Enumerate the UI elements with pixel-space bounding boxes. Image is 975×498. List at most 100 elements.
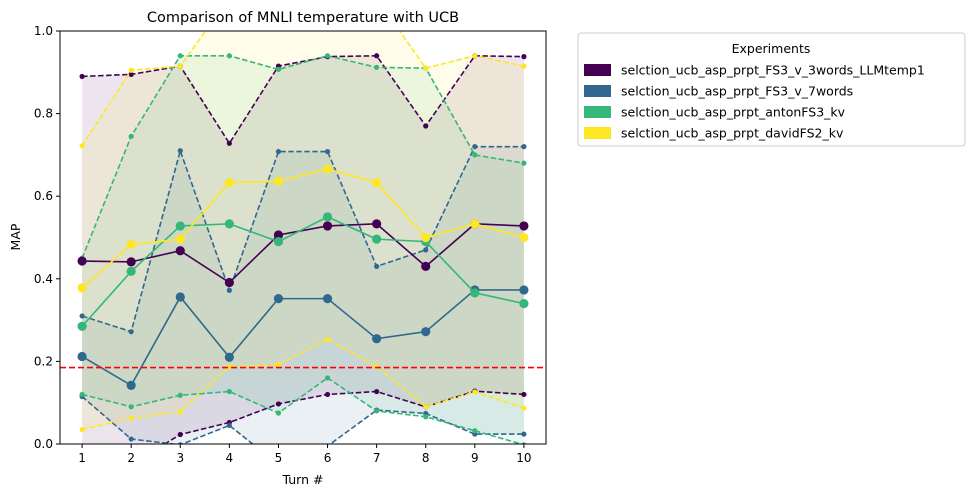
x-tick-label: 1: [78, 451, 86, 465]
x-tick-label: 5: [275, 451, 283, 465]
upper-bound-point: [79, 143, 85, 149]
upper-bound-point: [521, 63, 527, 69]
plot-frame: [59, 30, 547, 445]
y-tick-label: 0.4: [34, 272, 53, 286]
mean-point: [519, 221, 529, 231]
legend-label: selction_ucb_asp_prpt_davidFS2_kv: [621, 126, 844, 141]
mean-line-0: [82, 223, 524, 284]
upper-bound-point: [423, 123, 429, 129]
mean-point: [421, 327, 431, 337]
mean-point: [126, 266, 136, 276]
mean-point: [126, 257, 136, 267]
confidence-bands: [82, 31, 524, 444]
legend-swatch: [584, 85, 611, 97]
x-axis-label: Turn #: [282, 472, 324, 487]
upper-bound-line-0: [82, 54, 524, 145]
legend-items: selction_ucb_asp_prpt_FS3_v_3words_LLMte…: [584, 63, 925, 141]
lower-bound-line-3: [81, 338, 525, 431]
confidence-band-2: [82, 55, 524, 444]
upper-bound-point: [226, 53, 232, 59]
upper-bound-point: [79, 73, 85, 80]
upper-bound-point: [177, 63, 183, 69]
mean-point: [273, 176, 284, 186]
mean-point: [126, 239, 136, 250]
x-tick-label: 4: [226, 451, 234, 465]
x-tick-label: 8: [422, 451, 430, 465]
mean-line-3: [81, 168, 525, 289]
upper-bound-line-2: [81, 54, 525, 259]
lower-bound-point: [423, 414, 429, 420]
mean-point: [175, 221, 185, 231]
upper-bound-point: [128, 329, 134, 335]
lower-bound-point: [177, 409, 183, 415]
lower-bound-point: [374, 388, 380, 395]
upper-bound-point: [472, 144, 478, 150]
mean-point: [273, 237, 284, 247]
legend-label: selction_ucb_asp_prpt_FS3_v_7words: [621, 84, 853, 99]
upper-bound-point: [79, 313, 85, 319]
y-tick-label: 0.2: [34, 354, 53, 368]
x-tick-label: 2: [127, 451, 135, 465]
lower-bound-point: [374, 408, 380, 414]
mean-point: [224, 352, 234, 362]
mean-point: [421, 261, 431, 272]
upper-bound-point: [226, 287, 232, 293]
upper-bound-point: [521, 54, 527, 60]
lower-bound-point: [275, 410, 282, 416]
y-axis: 0.0 0.2 0.4 0.6 0.8 1.0: [34, 24, 60, 451]
mean-point: [77, 283, 87, 293]
legend-label: selction_ucb_asp_prpt_antonFS3_kv: [621, 105, 846, 120]
lower-bound-point: [275, 362, 282, 368]
y-tick-label: 0.0: [34, 437, 53, 451]
upper-bound-point: [374, 0, 379, 1]
lower-bound-point: [275, 401, 282, 407]
mean-point: [224, 277, 234, 288]
mean-point: [372, 234, 382, 244]
mean-point: [470, 288, 480, 298]
lower-bound-point: [521, 431, 527, 437]
lower-bound-point: [79, 426, 85, 433]
upper-bound-point: [128, 67, 134, 73]
upper-bound-point: [374, 263, 380, 270]
x-tick-label: 3: [176, 451, 184, 465]
lower-bound-point: [79, 391, 85, 398]
lower-bound-point: [423, 404, 429, 410]
y-tick-label: 0.8: [34, 107, 53, 121]
y-axis-label: MAP: [8, 223, 23, 250]
lower-bound-point: [226, 364, 232, 370]
lower-bound-point: [374, 364, 380, 370]
x-tick-label: 7: [373, 451, 381, 465]
mean-point: [519, 232, 529, 243]
lower-bound-point: [128, 415, 134, 421]
upper-bound-point: [324, 148, 331, 155]
lower-bound-point: [324, 375, 331, 381]
series-lines: [77, 0, 529, 444]
mean-point: [224, 219, 234, 229]
x-tick-label: 6: [324, 451, 332, 465]
lower-bound-point: [521, 391, 527, 398]
legend-swatch: [584, 106, 611, 118]
legend-swatch: [584, 127, 611, 139]
x-axis: 1 2 3 4 5 6 7 8 9 10: [78, 444, 532, 465]
mean-point: [175, 292, 185, 302]
lower-bound-point: [521, 405, 527, 411]
x-tick-label: 9: [471, 451, 479, 465]
mean-point: [421, 232, 431, 243]
mean-point: [77, 351, 87, 362]
mean-point: [372, 219, 382, 229]
mean-point: [273, 230, 284, 240]
mean-point: [224, 177, 234, 188]
mean-point: [519, 285, 529, 295]
lower-bound-point: [226, 422, 232, 429]
confidence-band-0: [82, 55, 524, 444]
upper-bound-point: [177, 53, 183, 59]
lower-bound-point: [177, 431, 183, 438]
lower-bound-line-1: [81, 395, 524, 444]
mean-point: [273, 294, 284, 304]
lower-bound-point: [226, 388, 232, 395]
legend-box: [577, 32, 966, 147]
lower-bound-point: [324, 336, 331, 343]
lower-bound-point: [128, 436, 134, 442]
mean-point: [77, 256, 87, 266]
upper-bound-point: [276, 0, 281, 1]
